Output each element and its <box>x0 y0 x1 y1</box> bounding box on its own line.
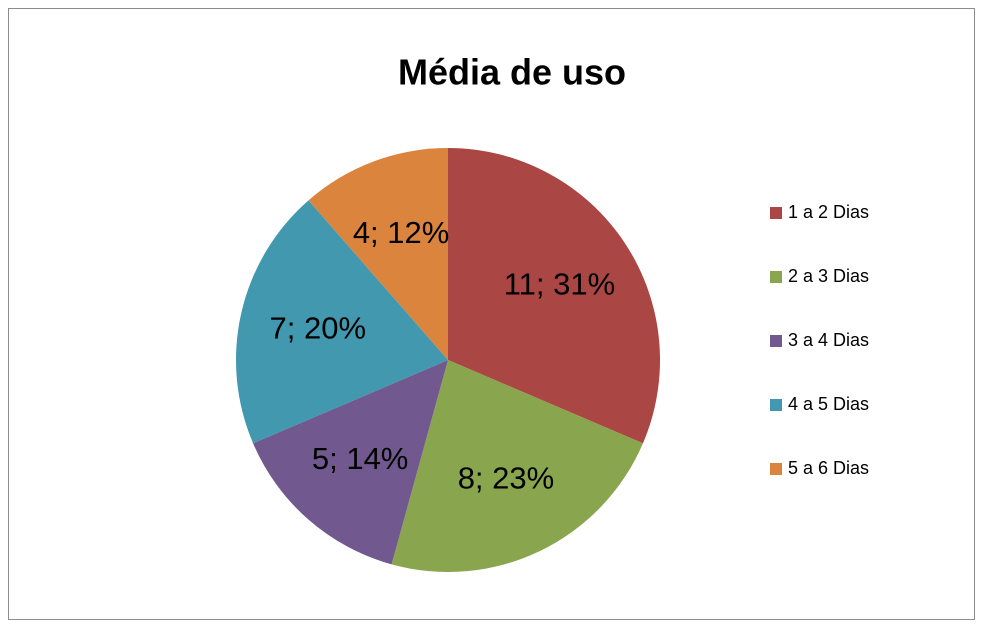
pie-slice <box>235 200 448 444</box>
data-label: 11; 31% <box>504 267 615 302</box>
legend-label: 3 a 4 Dias <box>788 330 869 350</box>
pie-slice <box>253 360 448 565</box>
legend-swatch <box>770 335 782 347</box>
legend-swatch <box>770 271 782 283</box>
pie-slice <box>391 360 643 572</box>
data-label: 4; 12% <box>353 215 450 250</box>
legend-label: 4 a 5 Dias <box>788 394 869 414</box>
data-label: 5; 14% <box>312 441 409 476</box>
data-label: 7; 20% <box>270 310 367 345</box>
legend-swatch <box>770 463 782 475</box>
legend-label: 2 a 3 Dias <box>788 266 869 286</box>
data-label: 8; 23% <box>458 461 555 496</box>
legend-swatch <box>770 399 782 411</box>
legend-label: 5 a 6 Dias <box>788 458 869 478</box>
chart-title: Média de uso <box>398 52 626 93</box>
legend-swatch <box>770 207 782 219</box>
pie-slice <box>448 148 660 444</box>
pie-slice <box>308 148 448 360</box>
legend-label: 1 a 2 Dias <box>788 202 869 222</box>
